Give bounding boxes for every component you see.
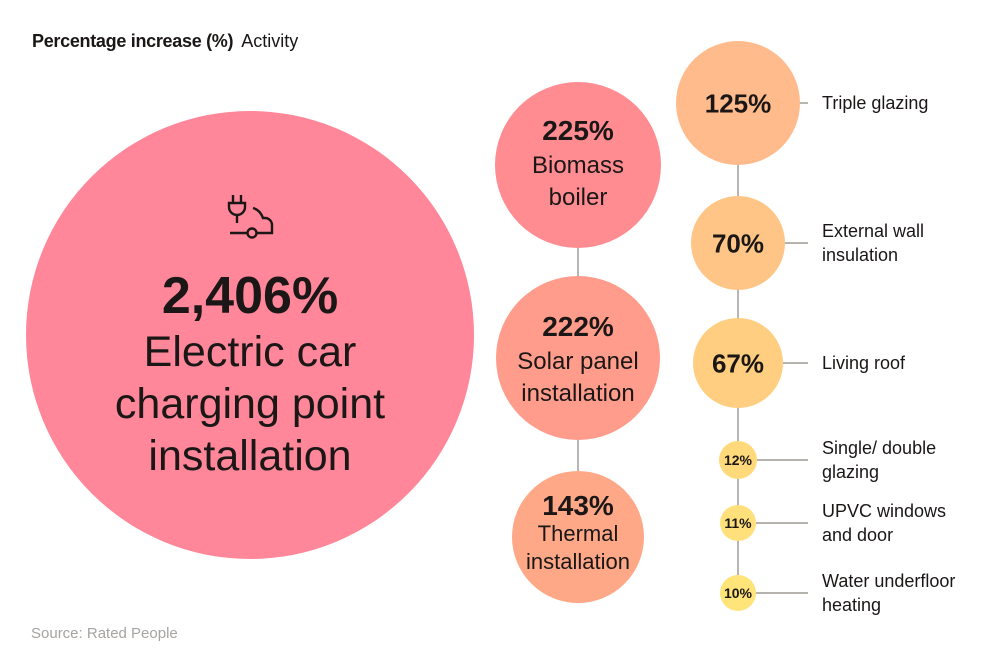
activity-label: glazing — [822, 462, 879, 482]
bubble-group: 143%Thermal installation — [512, 471, 644, 603]
activity-label: charging point — [115, 380, 385, 428]
chart-header: Percentage increase (%) Activity — [32, 31, 298, 52]
value-label: Percentage increase (%) — [32, 31, 234, 51]
value-label: 12% — [724, 452, 753, 468]
activity-label: Single/ double — [822, 438, 936, 458]
bubble-group: 125% Triple glazing — [676, 41, 928, 165]
value-label: 67% — [712, 348, 764, 378]
value-label: 225% — [542, 115, 614, 146]
activity-label: installation — [526, 549, 630, 574]
bubble-group: 222% Solar panel installation — [496, 276, 660, 440]
activity-label: Thermal — [538, 521, 619, 546]
bubble — [26, 111, 474, 559]
bubble-group: 10% Water underfloor heating — [720, 571, 955, 615]
value-label: 70% — [712, 228, 764, 258]
bubble — [496, 276, 660, 440]
bubble — [691, 196, 785, 290]
bubble — [693, 318, 783, 408]
value-label: 125% — [705, 88, 772, 118]
activity-label: installation — [521, 380, 634, 407]
plug-shape — [227, 195, 247, 223]
source-note: Source: Rated People — [31, 625, 178, 642]
bubble — [720, 505, 756, 541]
activity-label: Activity — [241, 31, 299, 51]
bubble-group: 67% Living roof — [693, 318, 906, 408]
value-label: 10% — [724, 585, 753, 601]
car-shape — [230, 206, 274, 235]
activity-label: Water underfloor — [822, 571, 955, 591]
activity-label: Biomass — [532, 152, 624, 179]
activity-label: heating — [822, 595, 881, 615]
bubble — [676, 41, 800, 165]
bubble — [512, 471, 644, 603]
wheel-shape — [246, 227, 258, 239]
bubble — [495, 82, 661, 248]
activity-label: Solar panel — [517, 348, 638, 375]
activity-label: UPVC windows — [822, 501, 946, 521]
bubble-group: 225% Biomass boiler — [495, 82, 661, 248]
activity-label: Living roof — [822, 353, 906, 373]
value-label: 143% — [542, 490, 614, 521]
activity-label: and door — [822, 525, 893, 545]
value-label: 11% — [724, 515, 752, 531]
activity-label: Triple glazing — [822, 93, 928, 113]
bubble-group: 12% Single/ double glazing — [719, 438, 936, 482]
value-label: 222% — [542, 311, 614, 342]
bubble — [719, 441, 757, 479]
value-label: 2,406% — [162, 267, 338, 325]
activity-label: Electric car — [144, 328, 357, 376]
ev-charging-plug-car-icon — [227, 195, 274, 239]
activity-label: insulation — [822, 245, 898, 265]
bubble — [720, 575, 756, 611]
bubble-group: 11% UPVC windows and door — [720, 501, 946, 545]
activity-label: External wall — [822, 221, 924, 241]
activity-label: boiler — [549, 184, 608, 211]
bubble-group: 70% External wall insulation — [691, 196, 924, 290]
activity-label: installation — [148, 432, 351, 480]
